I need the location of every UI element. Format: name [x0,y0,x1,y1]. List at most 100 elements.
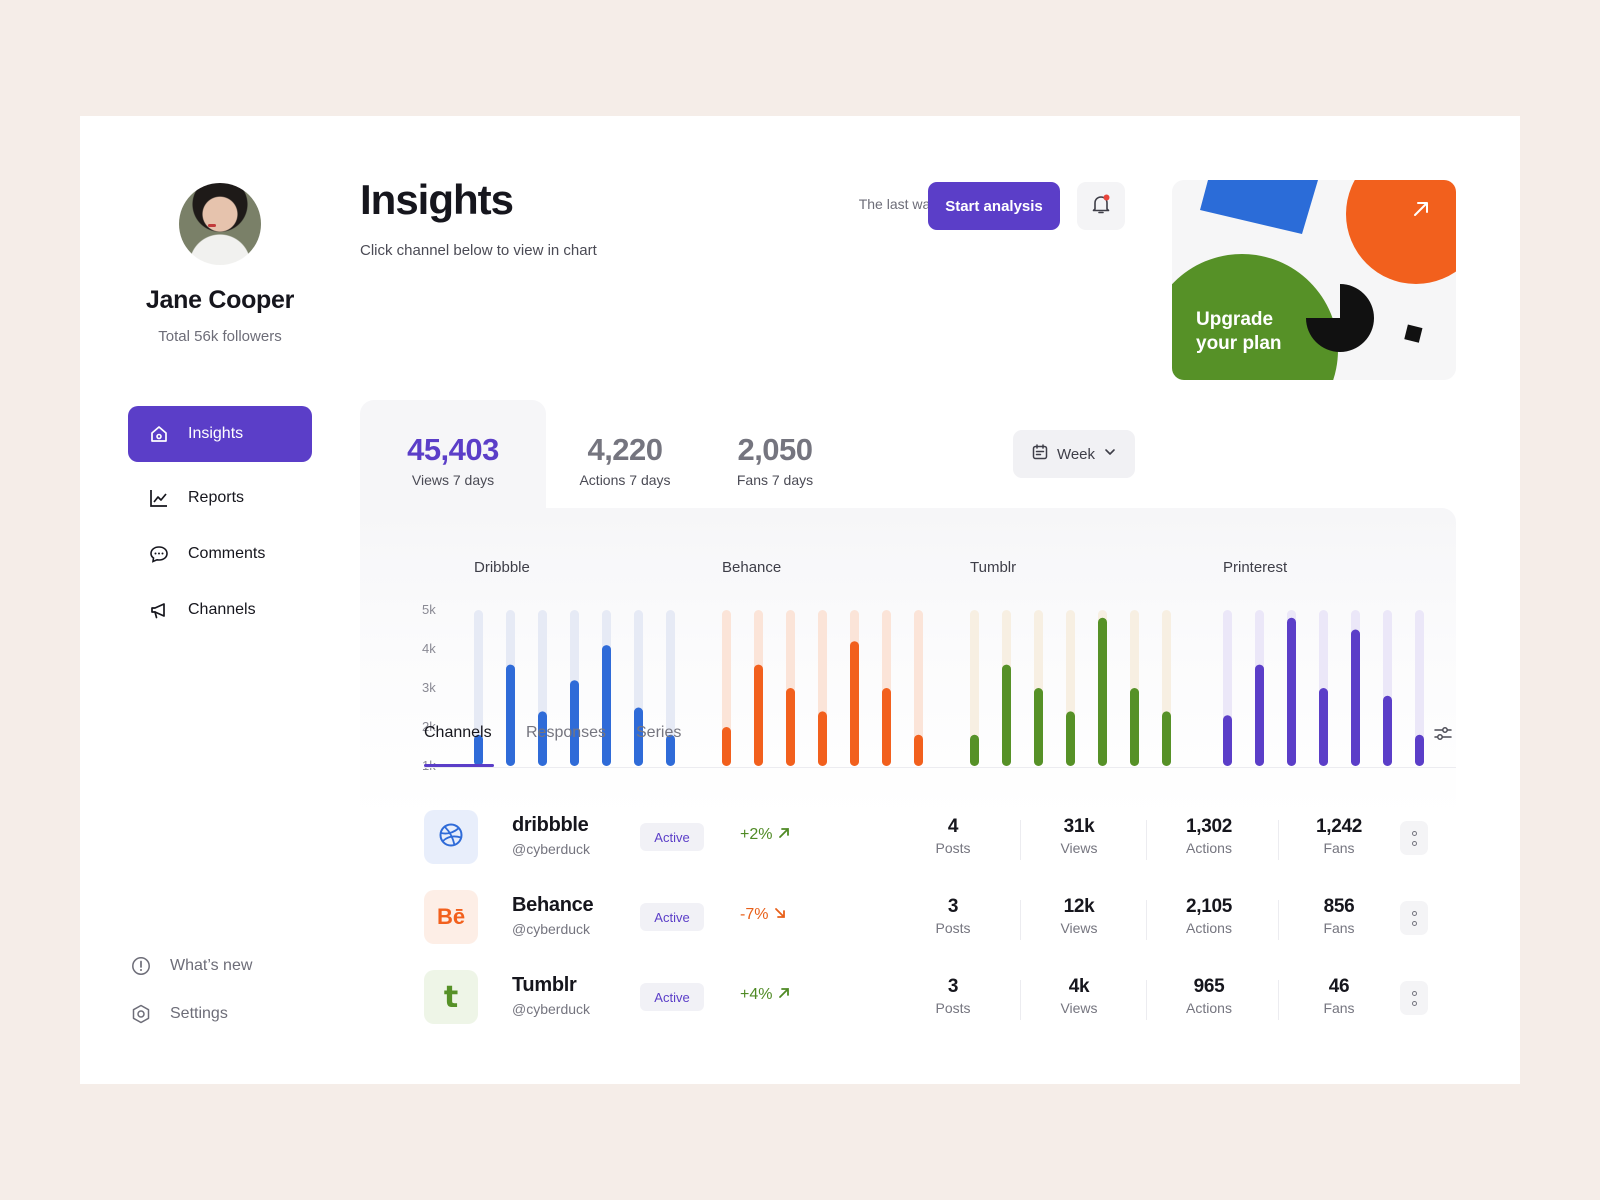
y-tick-label: 3k [422,680,436,695]
metric-fans: 46 Fans [1323,976,1355,1016]
metric-actions: 1,302 Actions [1185,816,1233,856]
series-label[interactable]: Printerest [1223,559,1288,576]
more-options-button[interactable] [1400,981,1428,1015]
bar[interactable] [1098,617,1107,766]
bar[interactable] [474,734,483,766]
settings-link[interactable]: Settings [130,990,252,1038]
y-tick-label: 2k [422,719,436,734]
stat-views[interactable]: 45,403 Views 7 days [360,432,546,488]
series-label[interactable]: Behance [722,559,781,576]
whats-new-link[interactable]: What’s new [130,942,252,990]
tab-series[interactable]: Series [636,724,682,741]
avatar[interactable] [179,183,261,265]
bar[interactable] [1415,734,1424,766]
tab-responses[interactable]: Responses [526,724,607,741]
channel-row-tumblr[interactable]: t Tumblr @cyberduck Active +4% 3 Posts 4k… [424,970,1464,1026]
bar[interactable] [1002,664,1011,766]
divider [1146,820,1147,860]
bar[interactable] [634,707,643,767]
dot-icon [1411,920,1417,926]
period-select[interactable]: Week [1013,430,1135,478]
bar[interactable] [850,641,859,766]
bar[interactable] [818,711,827,766]
sidebar-item-insights[interactable]: Insights [128,406,312,462]
bell-icon [1090,193,1112,220]
upgrade-label: Upgrade your plan [1196,309,1282,354]
bar[interactable] [666,734,675,766]
divider [1146,900,1147,940]
y-tick-label: 4k [422,641,436,656]
divider [1020,980,1021,1020]
bar[interactable] [970,734,979,766]
bar[interactable] [506,664,515,766]
filter-sliders-icon[interactable] [1432,722,1454,749]
arrow-up-right-icon [1410,198,1432,225]
stat-label: Fans 7 days [736,472,814,488]
megaphone-icon [148,599,170,621]
stat-actions[interactable]: 4,220 Actions 7 days [532,432,718,488]
upgrade-plan-card[interactable]: Upgrade your plan [1172,180,1456,380]
user-name: Jane Cooper [145,286,295,314]
arrow-up-right-icon [778,986,790,1004]
change-indicator: -7% [740,906,786,924]
tab-channels[interactable]: Channels [424,724,492,741]
change-indicator: +2% [740,826,790,844]
stat-fans[interactable]: 2,050 Fans 7 days [682,432,868,488]
channel-row-dribbble[interactable]: dribbble @cyberduck Active +2% 4 Posts 31… [424,810,1464,866]
user-followers: Total 56k followers [158,328,282,345]
bar[interactable] [1255,664,1264,766]
bar[interactable] [882,688,891,766]
bar[interactable] [914,734,923,766]
metric-views: 31k Views [1060,816,1098,856]
channel-name: dribbble [512,814,589,836]
bar[interactable] [722,727,731,766]
metric-fans: 856 Fans [1323,896,1355,936]
divider [1020,900,1021,940]
divider [1146,980,1147,1020]
bar[interactable] [754,664,763,766]
channel-tabs: Channels Responses Series [424,712,1456,768]
bar[interactable] [538,711,547,766]
more-options-button[interactable] [1400,901,1428,935]
more-options-button[interactable] [1400,821,1428,855]
status-badge: Active [640,823,704,851]
dashboard-card: Jane Cooper Total 56k followers Insights… [80,116,1520,1084]
bar[interactable] [602,645,611,766]
active-tab-indicator [424,764,494,767]
sidebar-item-label: Channels [188,601,256,618]
channel-row-behance[interactable]: Bē Behance @cyberduck Active -7% 3 Posts … [424,890,1464,946]
stat-value: 4,220 [587,432,663,467]
sidebar-item-label: Insights [188,425,244,442]
bar[interactable] [1287,617,1296,766]
sidebar-item-reports[interactable]: Reports [128,470,312,526]
notifications-button[interactable] [1077,182,1125,230]
metric-posts: 4 Posts [935,816,971,856]
start-analysis-button[interactable]: Start analysis [928,182,1060,230]
bar[interactable] [1351,629,1360,767]
insights-panel: 45,403 Views 7 days 4,220 Actions 7 days… [360,400,1456,820]
bar-track [970,610,979,766]
channel-handle: @cyberduck [512,1001,591,1017]
stat-label: Actions 7 days [579,472,671,488]
bar[interactable] [1066,711,1075,766]
series-label[interactable]: Dribbble [474,559,530,576]
bar[interactable] [1034,688,1043,766]
bar[interactable] [570,680,579,766]
sidebar-item-comments[interactable]: Comments [128,526,312,582]
divider [1020,820,1021,860]
settings-label: Settings [170,1005,228,1022]
bar[interactable] [1162,711,1171,766]
channel-handle: @cyberduck [512,841,591,857]
divider [1278,980,1279,1020]
arrow-up-right-icon [778,826,790,844]
series-label[interactable]: Tumblr [970,559,1016,576]
dot-icon [1411,830,1417,836]
sidebar-item-channels[interactable]: Channels [128,582,312,638]
divider [1278,900,1279,940]
home-icon [148,423,170,445]
bar[interactable] [1130,688,1139,766]
bar[interactable] [1383,695,1392,766]
bar[interactable] [786,688,795,766]
bar[interactable] [1223,715,1232,766]
bar[interactable] [1319,688,1328,766]
